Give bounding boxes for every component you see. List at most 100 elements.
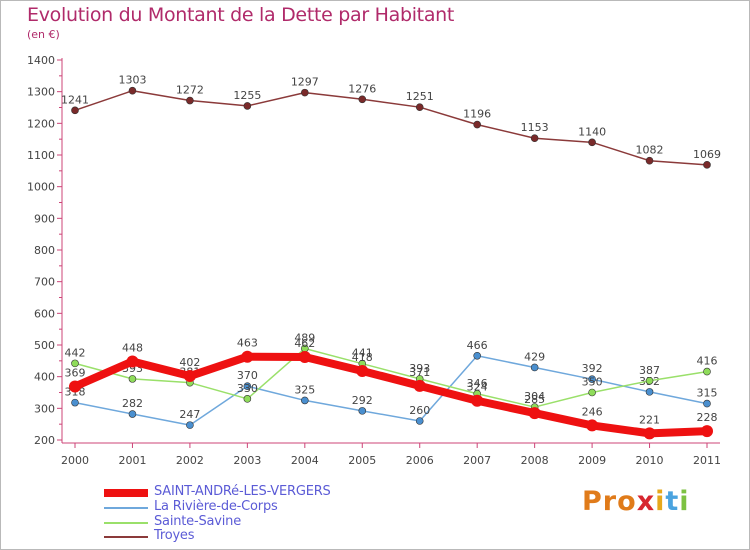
data-point bbox=[69, 380, 81, 393]
data-point bbox=[703, 161, 711, 169]
y-tick-label: 700 bbox=[34, 276, 55, 289]
x-tick-label: 2001 bbox=[118, 454, 146, 467]
data-label: 370 bbox=[237, 369, 258, 382]
data-label: 1255 bbox=[233, 89, 261, 102]
x-tick-label: 2010 bbox=[636, 454, 664, 467]
series-line-3 bbox=[71, 352, 711, 438]
data-label: 369 bbox=[65, 366, 86, 379]
chart-subtitle: (en €) bbox=[27, 28, 60, 41]
y-tick-label: 1400 bbox=[27, 54, 55, 67]
data-label: 1082 bbox=[636, 144, 664, 157]
logo-letter: P bbox=[582, 486, 603, 517]
data-point bbox=[415, 103, 424, 111]
data-label: 1276 bbox=[348, 82, 376, 95]
data-label: 1297 bbox=[291, 76, 319, 89]
data-point bbox=[243, 395, 252, 403]
data-point bbox=[186, 421, 194, 429]
data-point bbox=[701, 425, 713, 438]
data-point bbox=[241, 350, 254, 363]
data-label: 1272 bbox=[176, 84, 204, 97]
legend-label-troyes: Troyes bbox=[154, 528, 195, 543]
data-point bbox=[128, 86, 137, 95]
logo-letter: x bbox=[636, 486, 656, 517]
data-label: 387 bbox=[639, 364, 660, 377]
data-point bbox=[530, 363, 539, 372]
data-point bbox=[301, 88, 309, 97]
logo-letter: r bbox=[602, 486, 618, 517]
data-label: 418 bbox=[352, 351, 373, 364]
data-point bbox=[528, 407, 541, 420]
y-tick-label: 900 bbox=[34, 212, 55, 225]
x-tick-label: 2002 bbox=[176, 454, 204, 467]
x-tick-label: 2011 bbox=[693, 454, 721, 467]
logo-letter: o bbox=[617, 486, 637, 517]
data-point bbox=[356, 364, 369, 377]
legend-label-saint-andre: SAINT-ANDRé-LES-VERGERS bbox=[154, 484, 331, 499]
data-label: 489 bbox=[294, 331, 315, 344]
data-label: 325 bbox=[294, 383, 315, 396]
data-point bbox=[128, 410, 137, 418]
data-label: 1251 bbox=[406, 90, 434, 103]
x-tick-label: 2000 bbox=[61, 454, 89, 467]
data-label: 246 bbox=[582, 405, 603, 418]
logo-letter: i bbox=[679, 486, 690, 517]
y-tick-label: 200 bbox=[34, 434, 55, 447]
y-tick-label: 300 bbox=[34, 402, 55, 415]
data-point bbox=[586, 419, 599, 432]
data-label: 416 bbox=[697, 355, 718, 368]
legend-swatch-troyes bbox=[104, 536, 148, 538]
y-tick-label: 1000 bbox=[27, 181, 55, 194]
x-tick-label: 2004 bbox=[291, 454, 319, 467]
data-label: 247 bbox=[179, 408, 200, 421]
data-point bbox=[243, 382, 252, 390]
x-tick-label: 2007 bbox=[463, 454, 491, 467]
data-label: 346 bbox=[467, 377, 488, 390]
data-label: 228 bbox=[697, 411, 718, 424]
data-label: 292 bbox=[352, 394, 373, 407]
data-label: 1153 bbox=[521, 121, 549, 134]
data-point bbox=[703, 399, 711, 408]
data-label: 285 bbox=[524, 393, 545, 406]
x-tick-label: 2006 bbox=[406, 454, 434, 467]
data-label: 1140 bbox=[578, 125, 606, 138]
y-tick-label: 1100 bbox=[27, 149, 55, 162]
data-label: 315 bbox=[697, 387, 718, 400]
data-point bbox=[473, 351, 481, 360]
data-point bbox=[703, 367, 711, 376]
data-point bbox=[126, 355, 139, 368]
data-label: 304 bbox=[524, 390, 545, 403]
data-label: 393 bbox=[409, 362, 430, 375]
x-tick-label: 2009 bbox=[578, 454, 606, 467]
data-label: 392 bbox=[582, 362, 603, 375]
data-point bbox=[415, 417, 424, 425]
legend-swatch-sainte-savine bbox=[104, 522, 148, 524]
data-point bbox=[473, 120, 481, 129]
data-point bbox=[471, 394, 484, 407]
data-point bbox=[71, 359, 79, 368]
data-label: 448 bbox=[122, 341, 143, 354]
logo-letter: i bbox=[655, 486, 666, 517]
series-line-2 bbox=[74, 347, 708, 408]
proxiti-logo: Proxiti bbox=[582, 486, 690, 517]
data-point bbox=[301, 396, 309, 405]
data-label: 441 bbox=[352, 347, 373, 360]
data-point bbox=[71, 106, 79, 115]
legend-swatch-saint-andre bbox=[104, 489, 148, 497]
data-label: 1241 bbox=[61, 93, 89, 106]
data-label: 1069 bbox=[693, 148, 721, 161]
data-label: 1196 bbox=[463, 108, 491, 121]
chart-title: Evolution du Montant de la Dette par Hab… bbox=[27, 4, 455, 26]
data-label: 462 bbox=[294, 337, 315, 350]
y-tick-label: 1200 bbox=[27, 117, 55, 130]
series-line-0 bbox=[74, 89, 708, 166]
data-point bbox=[298, 351, 311, 364]
data-point bbox=[243, 102, 252, 110]
data-label: 371 bbox=[409, 366, 430, 379]
data-point bbox=[71, 398, 79, 407]
y-tick-label: 600 bbox=[34, 307, 55, 320]
data-point bbox=[358, 407, 367, 415]
data-label: 442 bbox=[65, 346, 86, 359]
data-label: 260 bbox=[409, 404, 430, 417]
